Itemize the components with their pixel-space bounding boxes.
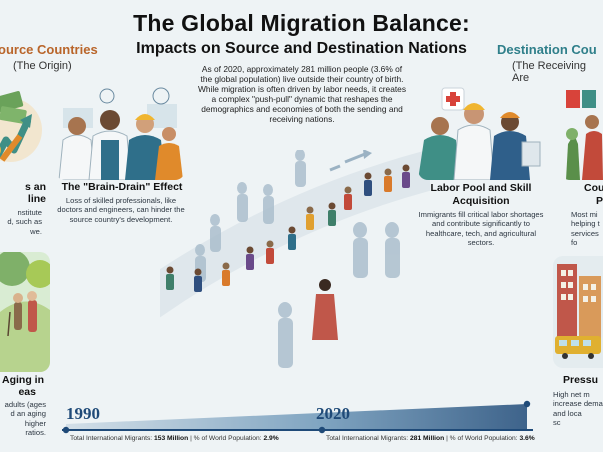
year-end: 2020 <box>316 404 350 423</box>
aging-title-1: Aging in <box>2 374 44 386</box>
intro-paragraph: As of 2020, approximately 281 million pe… <box>197 64 407 124</box>
pressure-text: High net m increase dema and loca sc <box>553 390 603 428</box>
destination-subheading: (The Receiving Are <box>512 60 586 84</box>
pressure-title: Pressu <box>563 374 599 386</box>
stat-2020: Total International Migrants: 281 Millio… <box>326 435 535 442</box>
stat-1990: Total International Migrants: 153 Millio… <box>70 435 279 442</box>
stat-2020-pct: 3.6% <box>519 435 535 442</box>
remittances-title-2: line <box>27 193 46 205</box>
stat-1990-mid: | % of World Population: <box>188 435 264 442</box>
aging-title-2: eas <box>18 386 36 398</box>
migration-path-illustration <box>160 150 430 380</box>
remittance-illustration <box>0 80 42 180</box>
brain-drain-title: The "Brain-Drain" Effect <box>61 181 183 193</box>
stat-2020-mid: | % of World Population: <box>444 435 520 442</box>
source-subheading: (The Origin) <box>13 60 72 72</box>
stat-1990-value: 153 Million <box>154 435 189 442</box>
urban-pressure-illustration <box>553 256 603 368</box>
labor-pool-title: Labor Pool and Skill Acquisition <box>430 182 532 207</box>
labor-pool-illustration <box>418 84 548 180</box>
stat-2020-value: 281 Million <box>410 435 445 442</box>
migration-timeline: 1990 2020 Total International Migrants: … <box>0 380 603 452</box>
stat-2020-prefix: Total International Migrants: <box>326 435 411 442</box>
page-title: The Global Migration Balance: <box>133 10 470 36</box>
remittances-text: nstitute d, such as we. <box>7 208 42 236</box>
page-subtitle: Impacts on Source and Destination Nation… <box>136 40 467 57</box>
year-start: 1990 <box>66 404 100 423</box>
professionals-illustration <box>55 86 185 180</box>
cultural-title-1: Cou <box>584 182 603 194</box>
aging-text: adults (ages d an aging higher ratios. <box>4 400 46 438</box>
source-heading: ource Countries <box>0 42 98 57</box>
labor-pool-text: Immigrants fill critical labor shortages… <box>418 210 544 248</box>
cultural-illustration <box>560 84 603 180</box>
cultural-title-2: P <box>596 195 603 207</box>
timeline-bar <box>62 400 533 434</box>
remittances-title-1: s an <box>24 181 46 193</box>
stat-1990-pct: 2.9% <box>263 435 279 442</box>
destination-heading: Destination Cou <box>497 42 597 57</box>
aging-village-illustration <box>0 252 50 372</box>
brain-drain-text: Loss of skilled professionals, like doct… <box>57 196 185 224</box>
cultural-text: Most mi helping t services fo <box>571 210 600 248</box>
stat-1990-prefix: Total International Migrants: <box>70 435 155 442</box>
